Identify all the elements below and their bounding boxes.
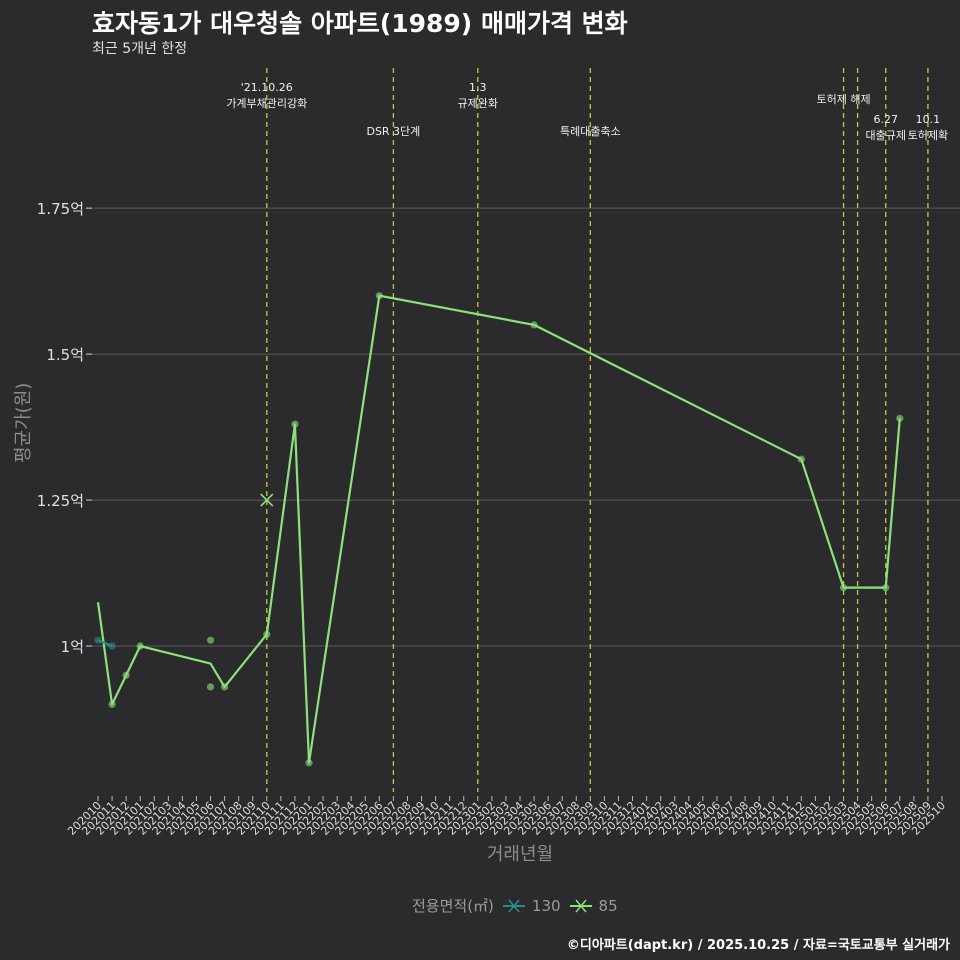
- event-label-text: 특례대출축소: [560, 125, 621, 138]
- chart-title: 효자동1가 대우청솔 아파트(1989) 매매가격 변화: [92, 9, 628, 38]
- data-point-85: [206, 683, 215, 691]
- data-point-85: [797, 455, 805, 463]
- axis-layer: 1억1.25억1.5억1.75억202010202011202012202101…: [37, 200, 948, 838]
- data-point-85: [882, 584, 890, 592]
- y-tick-label: 1억: [61, 638, 84, 656]
- legend: 전용면적(㎡) 130 85: [412, 895, 618, 916]
- y-tick-label: 1.75억: [37, 200, 84, 218]
- x-axis-label: 거래년월: [486, 844, 554, 865]
- source-caption: ©디아파트(dapt.kr) / 2025.10.25 / 자료=국토교통부 실…: [566, 938, 950, 953]
- event-label-text: 규제완화: [458, 97, 498, 110]
- grid-layer: [86, 207, 960, 647]
- x-marker-stroke: [260, 493, 274, 507]
- y-tick-label: 1.25억: [37, 492, 84, 510]
- data-point-85: [896, 414, 904, 422]
- event-label-text: DSR 3단계: [366, 125, 420, 138]
- data-point-130: [108, 642, 116, 650]
- data-point-130: [94, 636, 102, 644]
- chart-subtitle: 최근 5개년 한정: [92, 41, 188, 57]
- event-label-text: 가계부채관리강화: [226, 97, 307, 110]
- event-label-text: 토허제 해제: [816, 92, 870, 106]
- event-label-date: 10.1: [916, 113, 941, 126]
- data-point-85: [136, 642, 144, 650]
- data-point-85: [305, 759, 313, 767]
- data-point-85: [530, 321, 538, 329]
- data-point-85: [263, 630, 271, 638]
- legend-label-130: 130: [531, 896, 561, 915]
- data-point-85: [291, 420, 299, 428]
- legend-item-130: 130: [502, 897, 561, 915]
- legend-key-85-icon: [569, 899, 592, 912]
- series-layer: [94, 292, 904, 767]
- legend-item-85: 85: [569, 897, 618, 915]
- data-point-85: [108, 700, 116, 709]
- data-point-85: [206, 636, 215, 644]
- legend-title: 전용면적(㎡): [412, 897, 494, 915]
- data-point-85: [375, 292, 383, 300]
- legend-key-130-icon: [502, 899, 525, 912]
- event-label-date: '21.10.26: [241, 81, 293, 94]
- event-label-text: 대출규제: [865, 129, 905, 142]
- data-point-85: [839, 584, 848, 592]
- data-point-85: [122, 671, 130, 679]
- data-point-85: [221, 683, 229, 691]
- y-tick-label: 1.5억: [46, 346, 84, 364]
- y-axis-label: 평균가(원): [13, 382, 34, 463]
- event-label-date: 6.27: [873, 113, 898, 126]
- event-label-text: 토허제확: [908, 129, 948, 142]
- series-line-85: [96, 294, 901, 764]
- legend-label-85: 85: [598, 896, 618, 915]
- event-label-date: 1.3: [469, 81, 487, 94]
